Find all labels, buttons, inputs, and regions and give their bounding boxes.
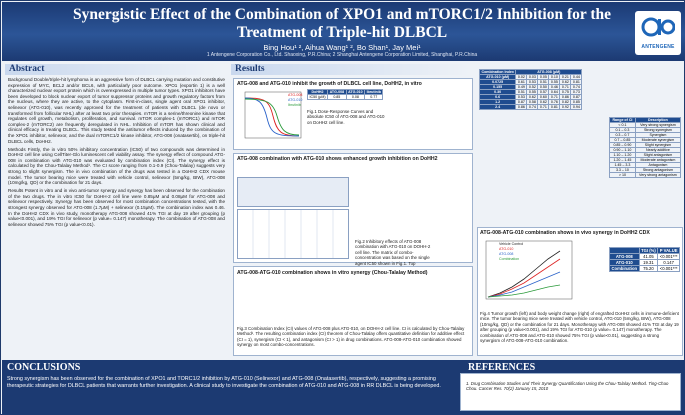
ci-cell: 0.86 bbox=[515, 104, 528, 110]
ic50-cell: 0.08 bbox=[345, 94, 366, 100]
fig4-line-atg008 bbox=[487, 271, 561, 298]
conclusions-text: Strong synergism has been observed for t… bbox=[7, 376, 441, 389]
ci-cell: 0.94 bbox=[570, 104, 583, 110]
fig4-legend-atg008: ATG-008 bbox=[499, 252, 514, 256]
abstract-body: Background Double/triple-hit lymphoma is… bbox=[8, 77, 225, 352]
fig3-panel bbox=[233, 266, 473, 356]
ci-cell: 2.4 bbox=[478, 104, 517, 110]
fig4-legend-vehicle: Vehicle Control bbox=[499, 242, 524, 246]
poster-header: Synergistic Effect of the Combination of… bbox=[2, 2, 685, 61]
fig4-legend-atg010: ATG-010 bbox=[499, 247, 514, 251]
fig1-curve-atg008 bbox=[244, 97, 300, 137]
ic50-head-cell: Ibrutinib bbox=[364, 89, 384, 95]
fig4-title: ATG-008-ATG-010 combination shows in viv… bbox=[480, 230, 650, 236]
title-line-1: Synergistic Effect of the Combination of… bbox=[72, 6, 612, 23]
fig1-caption: Fig.1 Dose-Response Curves and absolute … bbox=[307, 109, 385, 125]
results-heading: Results bbox=[231, 64, 471, 75]
fig4-line-vehicle bbox=[487, 250, 561, 298]
ci-table-row: 2.4 0.86 0.74 0.71 0.81 0.92 0.94 bbox=[478, 104, 583, 110]
ci-range-body: < 0.1 Very strong synergism 0.1 – 0.3 Stron… bbox=[609, 122, 682, 178]
fig1-legend-ibrutinib: Ibrutinib bbox=[288, 103, 301, 107]
ci-range-row: < 0.1 Very strong synergism bbox=[609, 122, 682, 128]
conclusions-heading: CONCLUSIONS bbox=[7, 362, 81, 373]
ci-table-row: 0.0725 0.61 0.53 0.51 0.55 0.62 0.81 bbox=[478, 79, 583, 85]
ci-cell: 0.92 bbox=[559, 104, 572, 110]
ci-range-head: Range of CI bbox=[609, 117, 636, 123]
ci-table-row: 0.155 0.49 0.52 0.50 0.46 0.71 0.74 bbox=[478, 84, 583, 90]
logo-mark-icon bbox=[641, 17, 675, 37]
ci-range-cell: Very strong antagonism bbox=[634, 172, 682, 178]
ci-cell: 0.71 bbox=[537, 104, 550, 110]
ci-range-row: 3.3 – 10 Strong antagonism bbox=[609, 167, 682, 173]
fig4-line-combination bbox=[487, 284, 561, 298]
ci-range-row: > 10 Very strong antagonism bbox=[609, 172, 682, 178]
ci-cell: 0.74 bbox=[526, 104, 539, 110]
logo-text: ANTENGENE bbox=[641, 44, 675, 50]
tgi-cell: 75.20 bbox=[638, 265, 659, 272]
tgi-cell: <0.001*** bbox=[657, 253, 681, 260]
tgi-table-row: ATG-008 41.05 <0.001*** bbox=[609, 253, 681, 260]
fig1-curve-ibrutinib bbox=[244, 98, 300, 136]
ci-table-row: 0.6 0.53 0.62 0.60 0.71 0.86 0.87 bbox=[478, 94, 583, 100]
poster-title: Synergistic Effect of the Combination of… bbox=[62, 6, 622, 42]
fig1-title: ATG-008 and ATG-010 inhibit the growth o… bbox=[237, 81, 422, 87]
abstract-heading: Abstract bbox=[5, 64, 225, 75]
ci-table: Combination Index ATG-008 (μM) ATG-010 (… bbox=[478, 69, 583, 110]
abstract-results: Results Potent in vitro and in vivo anti… bbox=[8, 188, 225, 227]
fig3-caption: Fig.3 Combination Index (CI) values of A… bbox=[237, 326, 465, 348]
fig1-dose-response-chart bbox=[244, 91, 302, 139]
fig4-line-atg010 bbox=[487, 258, 561, 298]
title-line-2: Treatment of Triple-hit DLBCL bbox=[236, 24, 448, 41]
ci-range-cell: Moderate synergism bbox=[634, 137, 682, 143]
fig1-legend-atg010: ATG-010 bbox=[288, 98, 303, 102]
tgi-table-row: Combination 75.20 <0.001*** bbox=[609, 265, 681, 272]
reference-1: 1. Drug Combination Studies and Their Sy… bbox=[466, 381, 669, 392]
references-heading: REFERENCES bbox=[468, 362, 536, 373]
ci-range-row: 0.1 – 0.3 Strong synergism bbox=[609, 127, 682, 133]
tgi-cell: <0.001*** bbox=[657, 265, 681, 272]
authors: Bing Hou¹ ², Aihua Wang¹ ², Bo Shan¹, Ja… bbox=[263, 43, 421, 52]
fig4-caption: Fig.4 Tumor growth (left) and body weigh… bbox=[480, 311, 679, 344]
fig2-title: ATG-008 combination with ATG-010 shows e… bbox=[237, 156, 438, 162]
ci-cell: 0.81 bbox=[548, 104, 561, 110]
ci-table-row: 1.2 0.87 0.58 0.62 0.76 0.82 0.85 bbox=[478, 99, 583, 105]
fig4-tumor-growth-chart bbox=[485, 240, 573, 300]
ci-range-row: 0.85 – 0.90 Slight synergism bbox=[609, 142, 682, 148]
ci-range-cell: Very strong synergism bbox=[634, 122, 682, 128]
references-box: 1. Drug Combination Studies and Their Sy… bbox=[460, 373, 681, 411]
tgi-table-body: ATG-008 41.05 <0.001*** ATG-010 19.31 0.147 Co… bbox=[609, 253, 681, 272]
fig1-legend-atg008: ATG-008 bbox=[288, 93, 303, 97]
antengene-logo: ANTENGENE bbox=[635, 11, 681, 55]
fig3-title: ATG-008-ATG-010 combination shows in vit… bbox=[237, 270, 428, 276]
tgi-head-cell: TGI (%) bbox=[638, 247, 659, 254]
ic50-head-cell: ATG-008 bbox=[327, 89, 347, 95]
affiliations: 1 Antengene Corporation Co., Ltd. Shaoxi… bbox=[206, 52, 478, 58]
fig4-tgi-table: TGI (%) P VALUE ATG-008 41.05 <0.001*** ATG… bbox=[609, 247, 681, 272]
abstract-background: Background Double/triple-hit lymphoma is… bbox=[8, 77, 225, 144]
ic50-cell: IC50 (μM) bbox=[306, 94, 329, 100]
ci-range-row: 1.20 – 1.45 Moderate antagonism bbox=[609, 157, 682, 163]
ci-table-body: 0.0725 0.61 0.53 0.51 0.55 0.62 0.81 0.155 0.49 0… bbox=[478, 79, 583, 110]
ci-range-cell: Moderate antagonism bbox=[634, 157, 682, 163]
tgi-cell: Combination bbox=[609, 265, 640, 272]
fig4-legend-combination: Combination bbox=[499, 257, 520, 261]
ic50-cell: 0.77 bbox=[364, 94, 384, 100]
ci-corner-cell: Combination Index bbox=[478, 69, 517, 75]
fig1-ic50-table: DoHH2 ATG-008 ATG-010 Ibrutinib IC50 (μM… bbox=[306, 89, 384, 100]
ic50-cell: 0.85 bbox=[327, 94, 347, 100]
ci-table-row: 0.30 0.51 0.55 0.57 0.64 0.75 0.73 bbox=[478, 89, 583, 95]
fig2-response-chart bbox=[237, 209, 349, 259]
abstract-methods: Methods Firstly, the in vitro 50% inhibi… bbox=[8, 146, 225, 186]
ci-range-table: Range of CI Description < 0.1 Very strong… bbox=[609, 117, 682, 178]
fig4-plot-frame bbox=[485, 240, 573, 300]
fig2-inhibition-matrix bbox=[237, 177, 349, 207]
ci-range-row: 0.7 – 0.85 Moderate synergism bbox=[609, 137, 682, 143]
tgi-table-row: ATG-010 19.31 0.147 bbox=[609, 259, 681, 266]
tgi-head-cell: P VALUE bbox=[657, 247, 681, 254]
ci-range-cell: > 10 bbox=[609, 172, 636, 178]
ci-range-row: 1.10 – 1.20 Slight antagonism bbox=[609, 152, 682, 158]
ic50-head-cell: ATG-010 bbox=[345, 89, 366, 95]
